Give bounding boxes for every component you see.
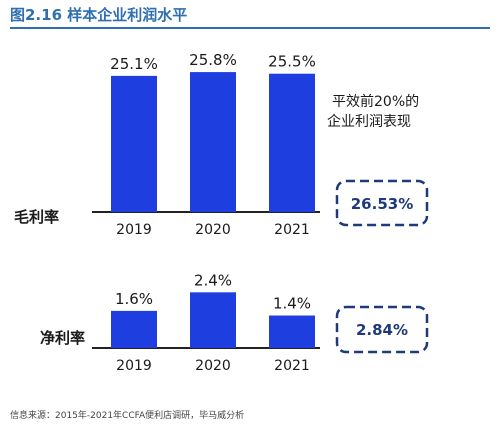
net-margin-label: 净利率 bbox=[40, 329, 85, 347]
net-margin-year-tick: 2020 bbox=[195, 358, 231, 374]
gross-margin-bars: 25.1% 2019 25.8% 2020 25.5% 2021 bbox=[110, 51, 316, 238]
net-margin-year-tick: 2019 bbox=[116, 358, 152, 374]
net-margin-value-label: 1.4% bbox=[273, 295, 311, 313]
source-note: 信息来源：2015年-2021年CCFA便利店调研，毕马威分析 bbox=[10, 411, 245, 421]
gross-margin-bar-2019 bbox=[111, 75, 157, 212]
chart-title: 图2.16 样本企业利润水平 bbox=[10, 6, 188, 24]
net-margin-value-label: 2.4% bbox=[194, 271, 232, 289]
top20-note-line-2: 企业利润表现 bbox=[327, 113, 411, 130]
net-margin-bar-2019 bbox=[111, 310, 157, 348]
gross-margin-year-tick: 2020 bbox=[195, 222, 231, 238]
gross-margin-bar-2021 bbox=[269, 73, 315, 212]
net-margin-value-label: 1.6% bbox=[115, 290, 153, 308]
net-margin-year-tick: 2021 bbox=[274, 358, 310, 374]
net-margin-panel: 净利率 1.6% 2019 2.4% 2020 1.4% 2021 2.84% bbox=[40, 271, 429, 374]
gross-margin-bar-2020 bbox=[190, 72, 236, 212]
top20-gross-margin-value: 26.53% bbox=[351, 195, 413, 213]
gross-margin-value-label: 25.5% bbox=[268, 53, 316, 71]
top20-note-line-1: 平效前20%的 bbox=[332, 93, 419, 110]
gross-margin-label: 毛利率 bbox=[14, 208, 59, 226]
top20-net-margin-value: 2.84% bbox=[356, 321, 408, 339]
top20-net-margin-box bbox=[335, 305, 429, 354]
gross-margin-year-tick: 2021 bbox=[274, 222, 310, 238]
gross-margin-value-label: 25.8% bbox=[189, 51, 237, 69]
net-margin-bars: 1.6% 2019 2.4% 2020 1.4% 2021 bbox=[111, 271, 315, 374]
net-margin-bar-2021 bbox=[269, 315, 315, 348]
gross-margin-value-label: 25.1% bbox=[110, 55, 158, 73]
top20-gross-margin-box bbox=[335, 179, 429, 227]
net-margin-bar-2020 bbox=[190, 292, 236, 348]
gross-margin-year-tick: 2019 bbox=[116, 222, 152, 238]
title-divider bbox=[10, 27, 490, 29]
